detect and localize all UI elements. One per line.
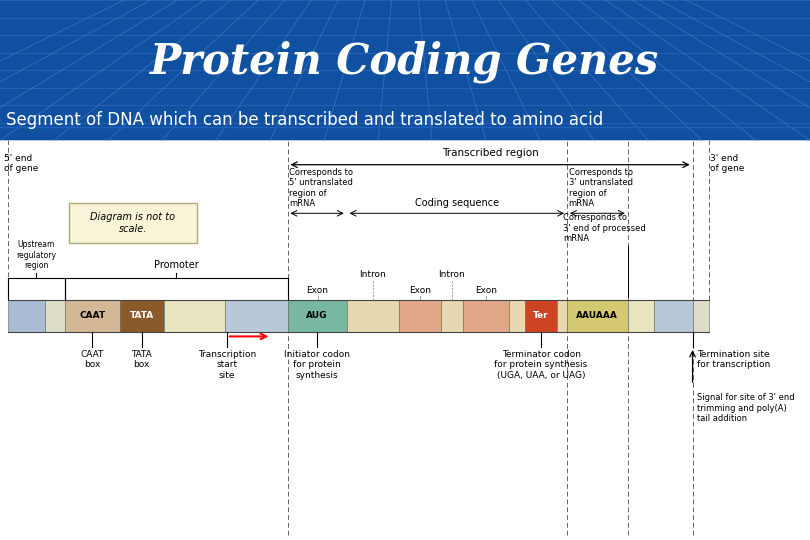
Text: Terminator codon
for protein synthesis
(UGA, UAA, or UAG): Terminator codon for protein synthesis (… [494, 350, 588, 380]
Bar [654, 300, 693, 332]
Text: Corresponds to
3' end of processed
mRNA: Corresponds to 3' end of processed mRNA [563, 213, 646, 243]
Bar [120, 300, 164, 332]
Text: 5' end
of gene: 5' end of gene [4, 154, 38, 173]
Text: Coding sequence: Coding sequence [415, 198, 499, 208]
Bar [0, 140, 810, 540]
Text: AAUAAA: AAUAAA [577, 312, 618, 320]
Bar [628, 300, 654, 332]
Text: Intron: Intron [438, 270, 466, 279]
Text: Protein Coding Genes: Protein Coding Genes [151, 41, 659, 83]
Bar [441, 300, 463, 332]
Bar [288, 300, 347, 332]
Text: Promoter: Promoter [154, 260, 198, 270]
Bar [164, 300, 225, 332]
Text: Segment of DNA which can be transcribed and translated to amino acid: Segment of DNA which can be transcribed … [6, 111, 603, 130]
Bar [399, 300, 441, 332]
Bar [567, 300, 628, 332]
Bar [509, 300, 525, 332]
Text: Diagram is not to
scale.: Diagram is not to scale. [90, 212, 176, 233]
Text: Termination site
for transcription: Termination site for transcription [697, 350, 770, 369]
Bar [347, 300, 399, 332]
Bar [225, 300, 288, 332]
Bar [557, 300, 567, 332]
Text: 3' end
of gene: 3' end of gene [710, 154, 744, 173]
Bar [525, 300, 557, 332]
Text: Exon: Exon [306, 286, 329, 295]
Bar [65, 300, 120, 332]
Bar [693, 300, 709, 332]
Text: TATA
box: TATA box [131, 350, 152, 369]
Text: AUG: AUG [306, 312, 328, 320]
Bar [463, 300, 509, 332]
Text: Exon: Exon [409, 286, 432, 295]
Text: Ter: Ter [533, 312, 549, 320]
Text: Transcription
start
site: Transcription start site [198, 350, 256, 380]
Text: Corresponds to
3' untranslated
region of
mRNA: Corresponds to 3' untranslated region of… [569, 168, 633, 208]
Text: Exon: Exon [475, 286, 497, 295]
Text: Initiator codon
for protein
synthesis: Initiator codon for protein synthesis [284, 350, 350, 380]
Text: Corresponds to
5' untranslated
region of
mRNA: Corresponds to 5' untranslated region of… [289, 168, 353, 208]
Bar [45, 300, 65, 332]
Text: Signal for site of 3' end
trimming and poly(A)
tail addition: Signal for site of 3' end trimming and p… [697, 393, 795, 423]
Text: TATA: TATA [130, 312, 154, 320]
FancyBboxPatch shape [69, 202, 197, 243]
Text: Intron: Intron [359, 270, 386, 279]
Text: CAAT
box: CAAT box [81, 350, 104, 369]
Text: CAAT: CAAT [79, 312, 105, 320]
Text: Transcribed region: Transcribed region [441, 148, 539, 158]
Text: Upstream
regulatory
region: Upstream regulatory region [16, 240, 57, 270]
Bar [0, 0, 810, 140]
Bar [8, 300, 45, 332]
